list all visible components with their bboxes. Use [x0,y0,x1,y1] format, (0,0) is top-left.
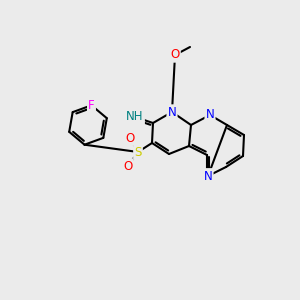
Text: N: N [168,106,176,118]
Text: O: O [125,131,135,145]
Text: NH: NH [126,110,144,124]
Text: S: S [134,146,142,158]
Text: O: O [202,169,211,182]
Text: O: O [170,49,180,62]
Text: N: N [204,169,212,182]
Text: N: N [206,109,214,122]
Text: F: F [88,99,95,112]
Text: O: O [123,160,133,172]
